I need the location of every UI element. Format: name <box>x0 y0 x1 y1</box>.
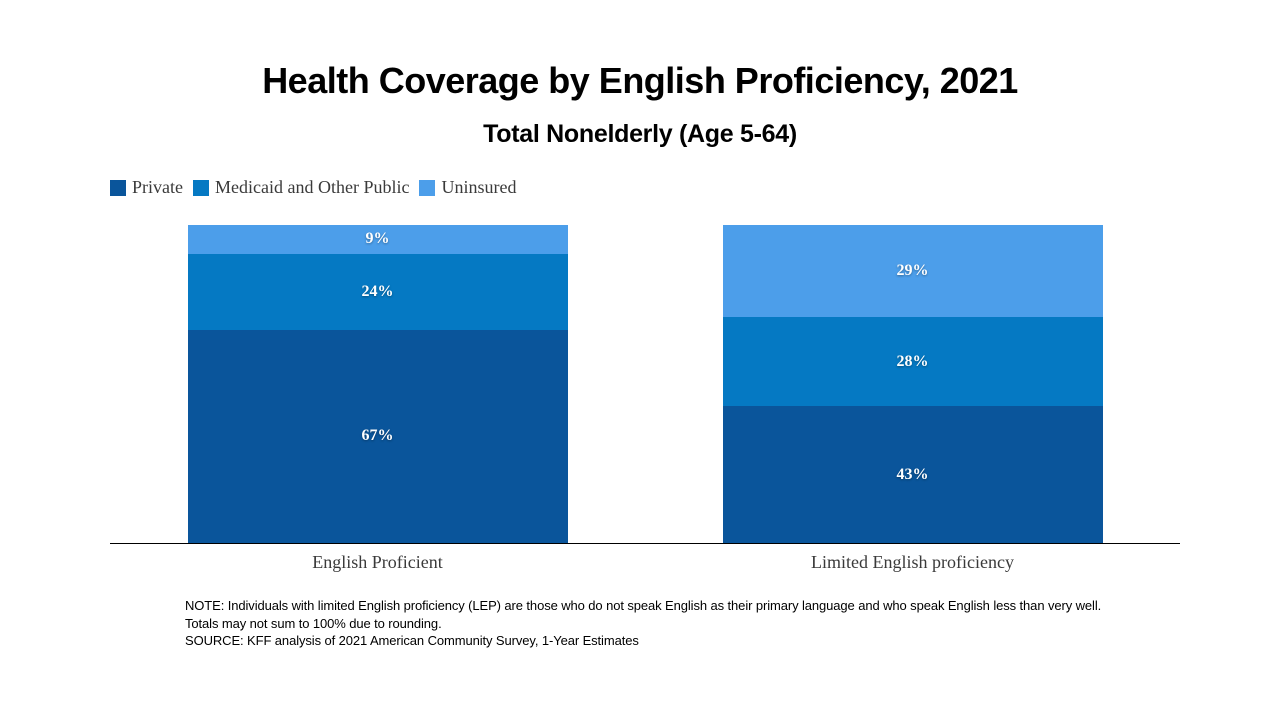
note-line: Totals may not sum to 100% due to roundi… <box>185 615 1165 633</box>
bar-limited-english: 43% 28% 29% <box>645 225 1180 543</box>
note-line: NOTE: Individuals with limited English p… <box>185 597 1165 615</box>
legend-swatch-icon <box>193 180 209 196</box>
x-label: Limited English proficiency <box>645 552 1180 573</box>
bars-row: 67% 24% 9% 43% 28% 29% <box>110 226 1180 544</box>
bar-english-proficient: 67% 24% 9% <box>110 225 645 543</box>
stacked-bar: 67% 24% 9% <box>188 225 568 543</box>
chart-area: 67% 24% 9% 43% 28% 29% English Proficien… <box>110 226 1180 573</box>
page-subtitle: Total Nonelderly (Age 5-64) <box>0 120 1280 149</box>
legend-swatch-icon <box>419 180 435 196</box>
bar-segment-medicaid: 24% <box>188 254 568 330</box>
legend-swatch-icon <box>110 180 126 196</box>
legend-label: Medicaid and Other Public <box>215 177 409 198</box>
legend-item-uninsured: Uninsured <box>419 177 516 198</box>
bar-segment-uninsured: 29% <box>723 225 1103 317</box>
bar-segment-uninsured: 9% <box>188 225 568 254</box>
x-axis-labels: English Proficient Limited English profi… <box>110 552 1180 573</box>
legend-label: Private <box>132 177 183 198</box>
page-title: Health Coverage by English Proficiency, … <box>0 60 1280 102</box>
chart-container: Health Coverage by English Proficiency, … <box>0 0 1280 720</box>
bar-segment-private: 67% <box>188 330 568 543</box>
footnotes: NOTE: Individuals with limited English p… <box>185 597 1165 650</box>
bar-segment-medicaid: 28% <box>723 317 1103 406</box>
x-label: English Proficient <box>110 552 645 573</box>
note-line: SOURCE: KFF analysis of 2021 American Co… <box>185 632 1165 650</box>
stacked-bar: 43% 28% 29% <box>723 225 1103 543</box>
legend-label: Uninsured <box>441 177 516 198</box>
bar-segment-private: 43% <box>723 406 1103 543</box>
legend: Private Medicaid and Other Public Uninsu… <box>110 177 1280 198</box>
legend-item-medicaid: Medicaid and Other Public <box>193 177 409 198</box>
legend-item-private: Private <box>110 177 183 198</box>
